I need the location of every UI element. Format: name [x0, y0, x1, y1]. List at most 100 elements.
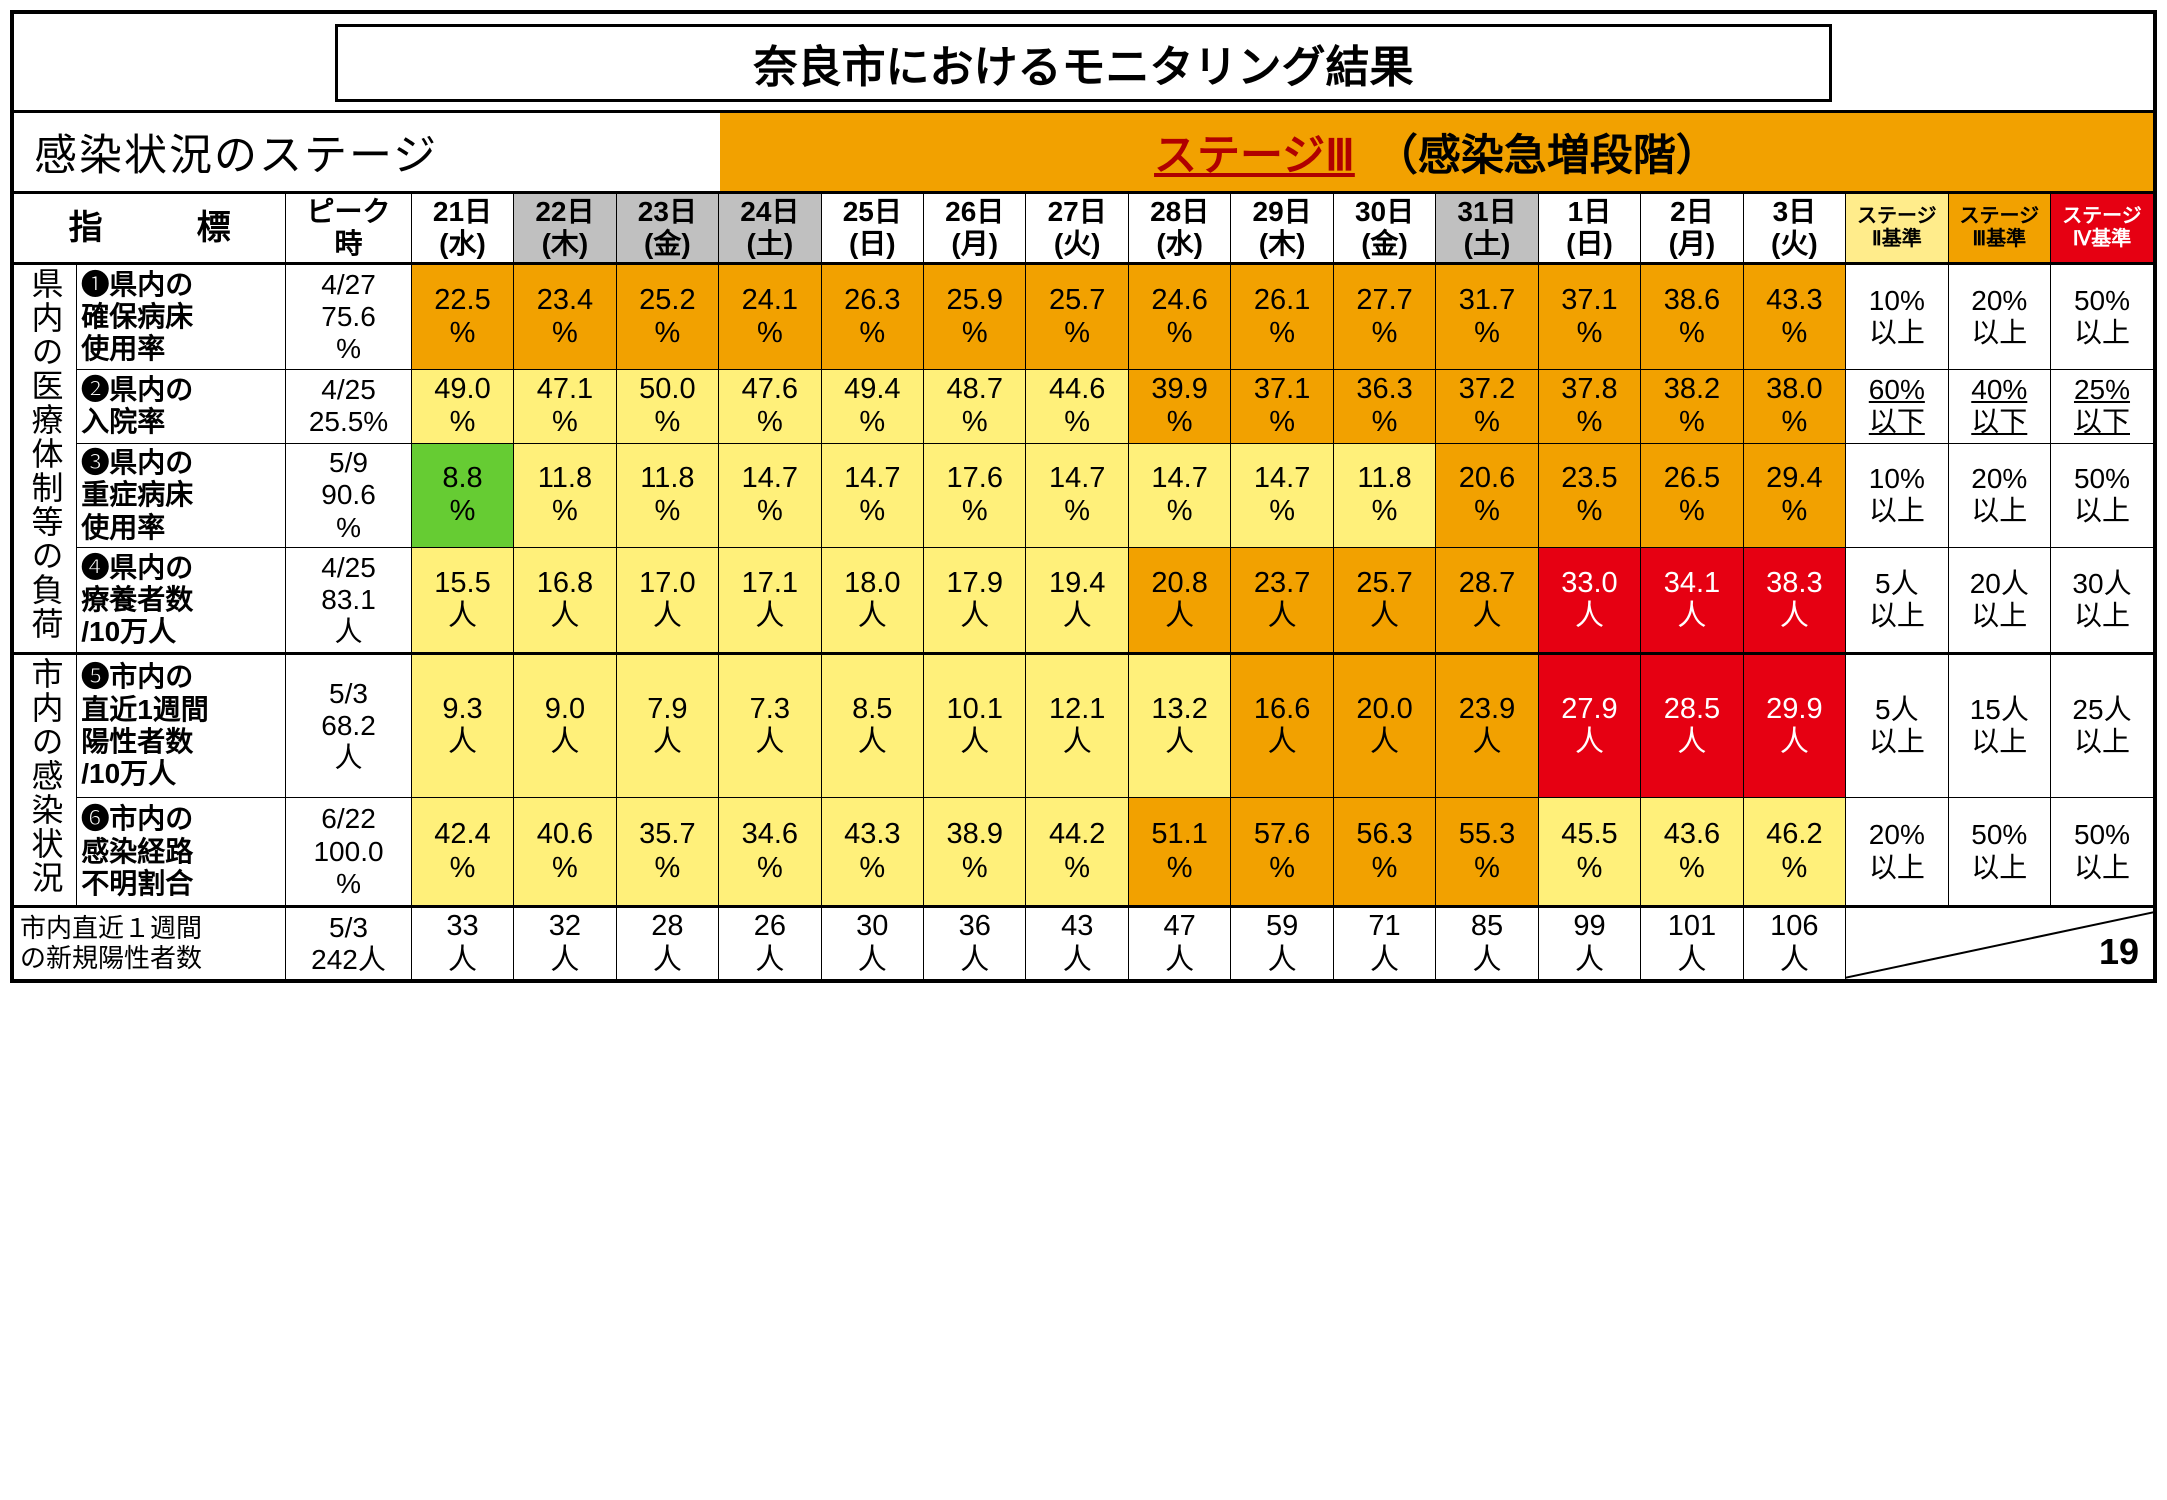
bottom-cell-1: 32人 [514, 907, 616, 979]
stage-right: ステージⅢ （感染急増段階） [720, 113, 2153, 191]
cell-5-13: 46.2% [1743, 797, 1845, 907]
cell-3-0: 15.5人 [411, 548, 513, 654]
cell-3-8: 23.7人 [1231, 548, 1333, 654]
hdr-day-3: 24日(土) [719, 194, 821, 264]
hdr-day-0: 21日(水) [411, 194, 513, 264]
cell-3-1: 16.8人 [514, 548, 616, 654]
criteria-2-0: 10%以上 [1846, 443, 1948, 548]
criteria-0-1: 20%以上 [1948, 264, 2050, 370]
cell-2-0: 8.8% [411, 443, 513, 548]
criteria-0-0: 10%以上 [1846, 264, 1948, 370]
cell-5-12: 43.6% [1641, 797, 1743, 907]
cell-3-7: 20.8人 [1128, 548, 1230, 654]
cell-0-3: 24.1% [719, 264, 821, 370]
cell-0-9: 27.7% [1333, 264, 1435, 370]
cell-5-10: 55.3% [1436, 797, 1538, 907]
criteria-5-0: 20%以上 [1846, 797, 1948, 907]
cell-3-3: 17.1人 [719, 548, 821, 654]
cell-5-11: 45.5% [1538, 797, 1640, 907]
cell-3-11: 33.0人 [1538, 548, 1640, 654]
cell-1-5: 48.7% [924, 369, 1026, 443]
cell-4-11: 27.9人 [1538, 653, 1640, 797]
cell-2-12: 26.5% [1641, 443, 1743, 548]
criteria-2-2: 50%以上 [2051, 443, 2154, 548]
cell-3-13: 38.3人 [1743, 548, 1845, 654]
cell-2-11: 23.5% [1538, 443, 1640, 548]
cell-4-0: 9.3人 [411, 653, 513, 797]
hdr-day-9: 30日(金) [1333, 194, 1435, 264]
hdr-day-7: 28日(水) [1128, 194, 1230, 264]
cell-2-3: 14.7% [719, 443, 821, 548]
cell-4-12: 28.5人 [1641, 653, 1743, 797]
bottom-cell-12: 101人 [1641, 907, 1743, 979]
cell-1-13: 38.0% [1743, 369, 1845, 443]
cell-2-1: 11.8% [514, 443, 616, 548]
criteria-4-2: 25人以上 [2051, 653, 2154, 797]
cell-4-10: 23.9人 [1436, 653, 1538, 797]
peak-5: 6/22100.0% [286, 797, 411, 907]
stage-row: 感染状況のステージ ステージⅢ （感染急増段階） [14, 110, 2153, 194]
cell-1-12: 38.2% [1641, 369, 1743, 443]
cell-0-11: 37.1% [1538, 264, 1640, 370]
cell-2-8: 14.7% [1231, 443, 1333, 548]
hdr-day-10: 31日(土) [1436, 194, 1538, 264]
cell-0-7: 24.6% [1128, 264, 1230, 370]
cell-0-1: 23.4% [514, 264, 616, 370]
cell-1-8: 37.1% [1231, 369, 1333, 443]
cell-0-0: 22.5% [411, 264, 513, 370]
criteria-3-1: 20人以上 [1948, 548, 2050, 654]
indicator-3: ❹県内の療養者数/10万人 [77, 548, 286, 654]
peak-0: 4/2775.6% [286, 264, 411, 370]
table-header: 指 標 ピーク時 21日(水)22日(木)23日(金)24日(土)25日(日)2… [14, 194, 2153, 264]
cell-1-4: 49.4% [821, 369, 923, 443]
cell-0-13: 43.3% [1743, 264, 1845, 370]
indicator-2: ❸県内の重症病床使用率 [77, 443, 286, 548]
bottom-cell-8: 59人 [1231, 907, 1333, 979]
indicator-1: ❷県内の入院率 [77, 369, 286, 443]
bottom-label: 市内直近１週間の新規陽性者数 [14, 907, 286, 979]
cell-5-7: 51.1% [1128, 797, 1230, 907]
hdr-peak: ピーク時 [286, 194, 411, 264]
cell-3-12: 34.1人 [1641, 548, 1743, 654]
criteria-3-0: 5人以上 [1846, 548, 1948, 654]
cell-4-3: 7.3人 [719, 653, 821, 797]
cell-2-5: 17.6% [924, 443, 1026, 548]
cell-4-7: 13.2人 [1128, 653, 1230, 797]
cell-4-8: 16.6人 [1231, 653, 1333, 797]
criteria-1-1: 40%以下 [1948, 369, 2050, 443]
hdr-stage-1: ステージⅢ基準 [1948, 194, 2050, 264]
indicator-5: ❻市内の感染経路不明割合 [77, 797, 286, 907]
bottom-cell-3: 26人 [719, 907, 821, 979]
hdr-day-8: 29日(木) [1231, 194, 1333, 264]
cell-1-9: 36.3% [1333, 369, 1435, 443]
bottom-cell-0: 33人 [411, 907, 513, 979]
bottom-cell-2: 28人 [616, 907, 718, 979]
criteria-0-2: 50%以上 [2051, 264, 2154, 370]
cell-1-1: 47.1% [514, 369, 616, 443]
bottom-cell-11: 99人 [1538, 907, 1640, 979]
page-title: 奈良市におけるモニタリング結果 [335, 24, 1832, 102]
bottom-peak: 5/3242人 [286, 907, 411, 979]
criteria-1-2: 25%以下 [2051, 369, 2154, 443]
cell-1-2: 50.0% [616, 369, 718, 443]
peak-4: 5/368.2人 [286, 653, 411, 797]
cell-3-2: 17.0人 [616, 548, 718, 654]
hdr-day-12: 2日(月) [1641, 194, 1743, 264]
cell-2-7: 14.7% [1128, 443, 1230, 548]
hdr-day-2: 23日(金) [616, 194, 718, 264]
bottom-cell-6: 43人 [1026, 907, 1128, 979]
cell-4-4: 8.5人 [821, 653, 923, 797]
hdr-stage-2: ステージⅣ基準 [2051, 194, 2154, 264]
cell-4-5: 10.1人 [924, 653, 1026, 797]
group-label-1: 市内の感染状況 [14, 653, 77, 907]
criteria-5-1: 50%以上 [1948, 797, 2050, 907]
cell-4-13: 29.9人 [1743, 653, 1845, 797]
hdr-stage-0: ステージⅡ基準 [1846, 194, 1948, 264]
cell-1-0: 49.0% [411, 369, 513, 443]
cell-2-9: 11.8% [1333, 443, 1435, 548]
cell-5-0: 42.4% [411, 797, 513, 907]
cell-2-4: 14.7% [821, 443, 923, 548]
cell-1-6: 44.6% [1026, 369, 1128, 443]
cell-5-9: 56.3% [1333, 797, 1435, 907]
peak-3: 4/2583.1人 [286, 548, 411, 654]
